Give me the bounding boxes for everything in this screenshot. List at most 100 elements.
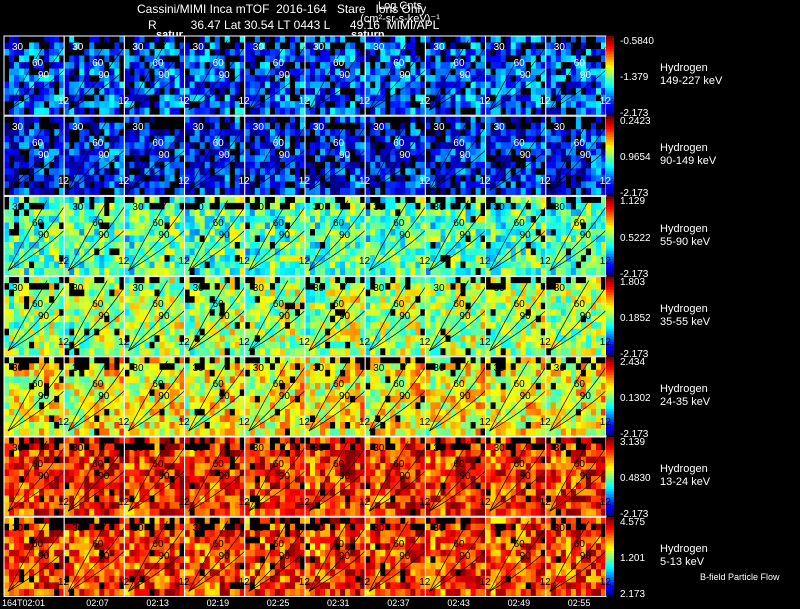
pixel-cell	[340, 107, 346, 115]
pixel-cell	[64, 276, 70, 284]
image-tile	[485, 115, 572, 196]
pixel-cell	[149, 187, 155, 195]
pixel-cell	[54, 202, 60, 210]
pixel-cell	[264, 107, 271, 115]
pixel-cell	[44, 107, 50, 115]
pixel-cell	[525, 68, 532, 76]
pixel-cell	[39, 335, 45, 343]
pixel-cell	[224, 209, 231, 217]
pixel-cell	[475, 209, 481, 217]
pixel-cell	[500, 116, 507, 124]
pixel-cell	[249, 116, 256, 124]
pixel-cell	[199, 155, 206, 163]
pixel-cell	[29, 49, 35, 56]
pixel-cell	[164, 235, 170, 243]
pixel-cell	[490, 49, 496, 56]
pixel-cell	[420, 135, 426, 143]
pixel-cell	[530, 174, 537, 182]
pixel-cell	[545, 129, 552, 137]
pixel-cell	[485, 202, 491, 210]
pixel-cell	[54, 268, 60, 275]
pixel-cell	[320, 122, 326, 130]
pixel-cell	[295, 49, 301, 56]
pixel-cell	[269, 129, 276, 137]
pixel-cell	[119, 255, 125, 262]
pixel-cell	[4, 341, 10, 349]
pixel-cell	[355, 235, 361, 243]
pixel-cell	[144, 161, 150, 169]
pixel-cell	[129, 276, 135, 284]
pixel-cell	[535, 88, 542, 95]
pixel-cell	[39, 55, 45, 63]
pixel-cell	[174, 309, 180, 317]
pixel-cell	[380, 62, 386, 69]
pixel-cell	[169, 42, 175, 50]
pixel-cell	[289, 36, 296, 43]
pixel-cell	[99, 315, 105, 323]
pixel-cell	[169, 276, 175, 284]
pixel-cell	[209, 161, 216, 169]
pixel-cell	[465, 187, 471, 195]
pixel-cell	[69, 62, 75, 69]
pixel-cell	[44, 296, 50, 304]
pixel-cell	[99, 341, 105, 349]
pixel-cell	[69, 255, 75, 262]
pixel-cell	[415, 75, 421, 82]
colorbar-segment	[606, 46, 614, 50]
pixel-cell	[149, 49, 155, 56]
pixel-cell	[114, 296, 120, 304]
pixel-cell	[254, 62, 261, 69]
colorbar-segment	[606, 243, 614, 247]
pixel-cell	[179, 135, 185, 143]
field-line	[248, 120, 310, 191]
pixel-cell	[450, 88, 456, 95]
field-line	[128, 200, 189, 271]
pixel-cell	[169, 107, 175, 115]
pixel-cell	[119, 348, 125, 356]
pixel-cell	[395, 174, 401, 182]
pixel-cell	[400, 68, 406, 76]
pixel-cell	[19, 222, 25, 230]
pixel-cell	[164, 209, 170, 217]
pixel-cell	[39, 209, 45, 217]
pixel-cell	[244, 242, 251, 249]
pixel-cell	[9, 181, 15, 189]
pixel-cell	[199, 168, 206, 176]
pixel-cell	[69, 222, 75, 230]
pixel-cell	[550, 248, 557, 256]
field-line	[429, 200, 490, 271]
image-tile	[244, 195, 331, 277]
pixel-cell	[149, 242, 155, 249]
pixel-cell	[254, 209, 261, 217]
pixel-cell	[440, 135, 446, 143]
pixel-cell	[24, 341, 30, 349]
pixel-cell	[184, 209, 190, 217]
pixel-cell	[500, 248, 507, 256]
pixel-cell	[144, 209, 150, 217]
pixel-cell	[555, 174, 562, 182]
field-line	[7, 120, 69, 191]
pixel-cell	[274, 242, 281, 249]
pixel-cell	[34, 81, 40, 89]
pixel-cell	[119, 209, 125, 217]
pixel-cell	[144, 116, 150, 124]
pixel-cell	[234, 81, 241, 89]
pixel-cell	[114, 42, 120, 50]
pixel-cell	[445, 55, 451, 63]
colorbar-segment	[606, 222, 614, 226]
field-line	[308, 39, 370, 111]
pixel-cell	[169, 289, 175, 297]
pixel-cell	[229, 101, 236, 109]
pixel-cell	[435, 161, 441, 169]
pixel-cell	[505, 68, 512, 76]
pixel-cell	[570, 107, 577, 115]
pixel-cell	[591, 75, 597, 82]
pixel-cell	[259, 107, 266, 115]
pixel-cell	[139, 148, 145, 156]
pixel-cell	[365, 216, 371, 223]
pixel-cell	[475, 168, 481, 176]
pixel-cell	[79, 36, 85, 43]
pixel-cell	[490, 155, 496, 163]
pixel-cell	[179, 107, 185, 115]
pixel-cell	[410, 135, 416, 143]
